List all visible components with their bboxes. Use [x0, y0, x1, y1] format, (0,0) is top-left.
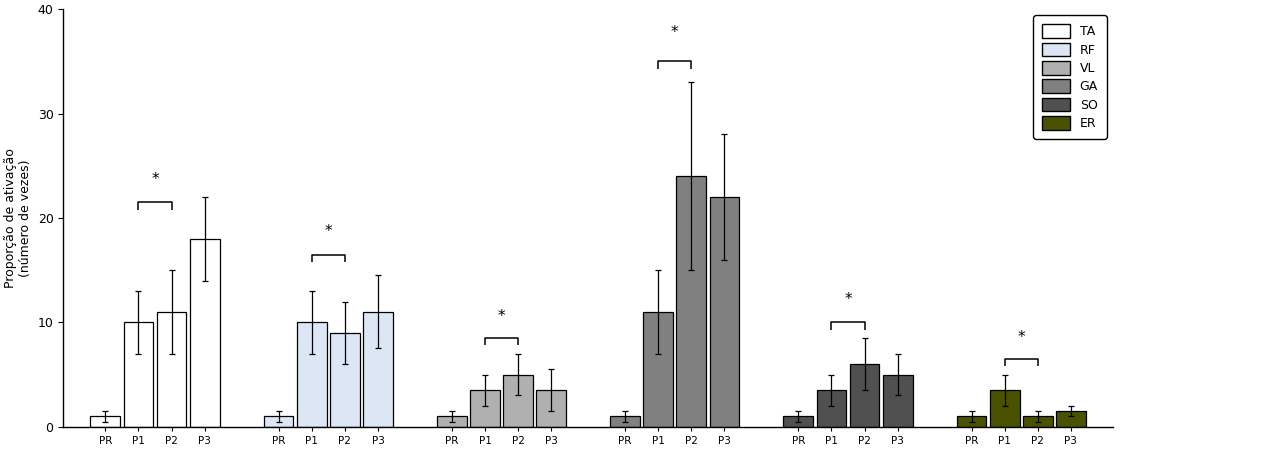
Bar: [330, 333, 360, 427]
Bar: [363, 312, 393, 427]
Bar: [297, 322, 326, 427]
Bar: [470, 390, 499, 427]
Bar: [503, 374, 533, 427]
Bar: [90, 416, 121, 427]
Bar: [882, 374, 913, 427]
Bar: [817, 390, 846, 427]
Bar: [643, 312, 673, 427]
Bar: [1023, 416, 1053, 427]
Bar: [537, 390, 566, 427]
Bar: [957, 416, 986, 427]
Bar: [123, 322, 153, 427]
Bar: [850, 364, 880, 427]
Text: *: *: [152, 171, 159, 187]
Bar: [710, 197, 740, 427]
Bar: [263, 416, 294, 427]
Legend: TA, RF, VL, GA, SO, ER: TA, RF, VL, GA, SO, ER: [1034, 15, 1107, 139]
Text: *: *: [1017, 330, 1025, 345]
Bar: [610, 416, 639, 427]
Text: *: *: [672, 26, 678, 40]
Text: *: *: [325, 224, 333, 239]
Bar: [437, 416, 466, 427]
Text: *: *: [498, 310, 506, 324]
Bar: [783, 416, 813, 427]
Bar: [990, 390, 1019, 427]
Bar: [1055, 411, 1086, 427]
Bar: [677, 176, 706, 427]
Text: *: *: [844, 292, 851, 307]
Bar: [157, 312, 186, 427]
Y-axis label: Proporção de ativação
(número de vezes): Proporção de ativação (número de vezes): [4, 148, 32, 288]
Bar: [190, 239, 220, 427]
